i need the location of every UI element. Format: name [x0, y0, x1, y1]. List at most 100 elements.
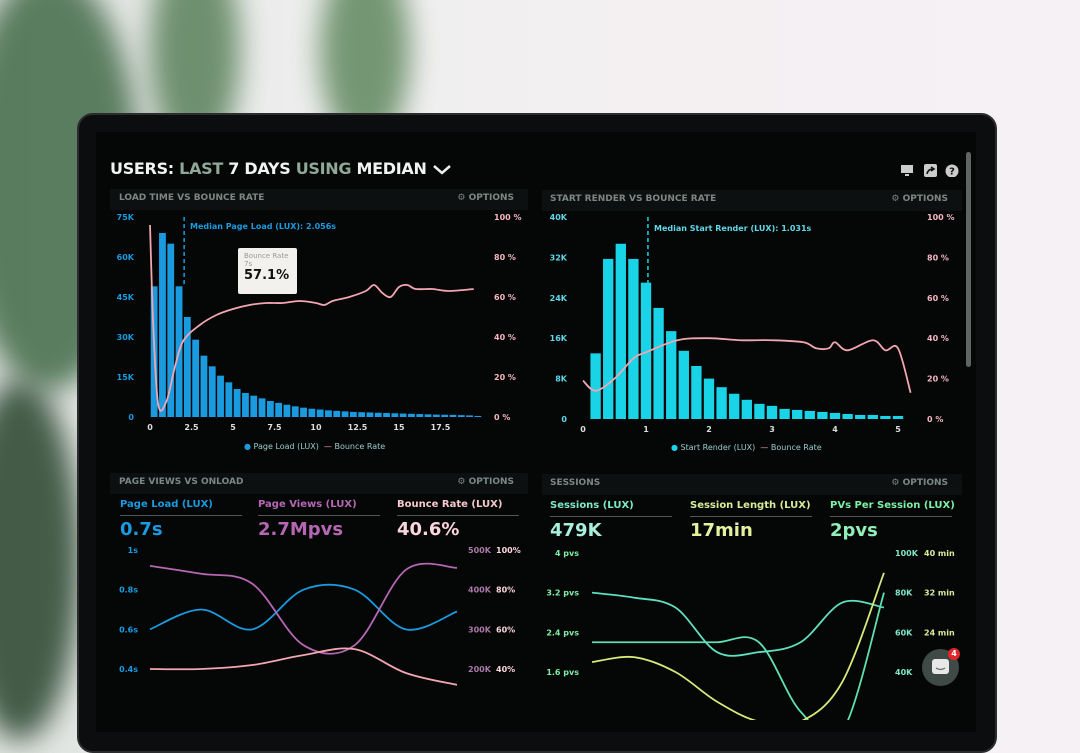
notification-badge: 4 — [948, 648, 960, 660]
dashboard-title[interactable]: USERS: LAST 7 DAYS USING MEDIAN — [110, 159, 452, 178]
metric-value: 2.7Mpvs — [258, 519, 344, 540]
histogram-bar — [399, 413, 407, 417]
histogram-bar — [242, 393, 249, 417]
y3-tick-label: 60% — [496, 625, 515, 634]
x-tick-label: 10 — [310, 423, 322, 432]
scrollbar[interactable] — [966, 152, 971, 367]
x-tick-label: 2.5 — [184, 423, 199, 432]
x-tick-label: 0 — [580, 425, 586, 434]
options-button[interactable]: ⚙ OPTIONS — [891, 194, 948, 204]
y-tick-label: 2.4 pvs — [546, 628, 579, 637]
y-tick-label: 0 — [128, 413, 134, 422]
histogram-bar — [358, 412, 366, 417]
histogram-bar — [666, 331, 677, 419]
title-last: LAST — [179, 159, 223, 178]
chat-button[interactable]: 4 — [922, 648, 960, 686]
help-icon[interactable]: ? — [945, 164, 959, 177]
y2-tick-label: 100 % — [494, 213, 522, 222]
options-button[interactable]: ⚙ OPTIONS — [457, 477, 514, 487]
histogram-bar — [842, 413, 853, 419]
histogram-bar — [325, 410, 332, 417]
y-tick-label: 0.8s — [119, 586, 138, 595]
histogram-bar — [349, 411, 357, 417]
histogram-bar — [424, 414, 432, 417]
histogram-bar — [250, 395, 258, 417]
y-tick-label: 3.2 pvs — [546, 589, 579, 598]
x-tick-label: 12.5 — [348, 423, 368, 432]
x-tick-label: 17.5 — [431, 423, 451, 432]
histogram-bar — [408, 413, 415, 417]
options-button[interactable]: ⚙ OPTIONS — [891, 478, 948, 488]
options-button[interactable]: ⚙ OPTIONS — [457, 193, 514, 203]
chart-legend: ● Start Render (LUX) — Bounce Rate — [671, 443, 822, 452]
title-median: MEDIAN — [356, 159, 427, 178]
median-label: Median Start Render (LUX): 1.031s — [654, 224, 812, 233]
y3-tick-label: 80% — [496, 586, 515, 595]
y2-tick-label: 60K — [895, 628, 913, 637]
x-tick-label: 5 — [230, 423, 236, 432]
y3-tick-label: 40% — [496, 665, 515, 674]
x-tick-label: 1 — [643, 425, 649, 434]
y-tick-label: 30K — [117, 333, 135, 342]
histogram-bar — [449, 414, 457, 417]
histogram-bar — [217, 375, 224, 417]
series-line — [149, 583, 458, 631]
y2-tick-label: 200K — [468, 665, 492, 674]
y2-tick-label: 20 % — [494, 373, 516, 382]
y2-tick-label: 80 % — [927, 253, 949, 262]
histogram-bar — [855, 414, 866, 419]
histogram-bar — [817, 411, 828, 419]
share-icon[interactable] — [924, 164, 938, 177]
histogram-bar — [691, 365, 702, 419]
histogram-bar — [829, 412, 841, 419]
y3-tick-label: 100% — [496, 546, 521, 555]
histogram-bar — [159, 233, 166, 417]
y-tick-label: 0.6s — [119, 625, 138, 634]
y2-tick-label: 40 % — [927, 334, 949, 343]
title-users: USERS: — [110, 159, 174, 178]
histogram-bar — [233, 389, 241, 417]
panel-title: PAGE VIEWS VS ONLOAD — [119, 477, 244, 487]
histogram-bar — [441, 414, 449, 417]
histogram-bar — [183, 317, 191, 417]
histogram-bar — [416, 414, 424, 417]
histogram-bar — [308, 408, 316, 417]
histogram-bar — [892, 415, 904, 419]
y2-tick-label: 20 % — [927, 375, 949, 384]
metric-label: Page Views (LUX) — [258, 499, 380, 516]
histogram-bar — [366, 412, 374, 417]
y2-tick-label: 500K — [468, 546, 492, 555]
metric-label: PVs Per Session (LUX) — [830, 500, 955, 517]
chart-legend: ● Page Load (LUX) — Bounce Rate — [244, 442, 386, 451]
histogram-bar — [208, 366, 216, 417]
y2-tick-label: 0 % — [494, 413, 510, 422]
x-tick-label: 5 — [895, 425, 901, 434]
y-tick-label: 15K — [117, 373, 135, 382]
histogram-bar — [225, 382, 233, 417]
y2-tick-label: 400K — [468, 586, 492, 595]
histogram-bar — [729, 393, 740, 419]
y-tick-label: 32K — [550, 253, 568, 262]
title-using: USING — [295, 159, 352, 178]
panel-header-load-time: LOAD TIME VS BOUNCE RATE ⚙ OPTIONS — [110, 189, 528, 210]
panel-title: LOAD TIME VS BOUNCE RATE — [119, 193, 265, 203]
y-tick-label: 4 pvs — [555, 549, 579, 558]
histogram-bar — [200, 355, 208, 417]
title-range: 7 DAYS — [228, 159, 291, 178]
histogram-bar — [300, 407, 307, 417]
histogram-bar — [474, 415, 482, 417]
histogram-bar — [653, 307, 664, 419]
y2-tick-label: 40 % — [494, 333, 516, 342]
histogram-bar — [880, 415, 891, 419]
y-tick-label: 0 — [561, 415, 567, 424]
histogram-bar — [615, 243, 626, 419]
histogram-bar — [703, 378, 715, 419]
histogram-bar — [341, 411, 349, 417]
chevron-down-icon[interactable] — [432, 164, 452, 176]
x-tick-label: 15 — [393, 423, 405, 432]
histogram-bar — [779, 408, 790, 419]
y2-tick-label: 100K — [895, 549, 919, 558]
monitor-icon[interactable] — [900, 164, 914, 177]
dashboard-screen — [96, 132, 976, 732]
